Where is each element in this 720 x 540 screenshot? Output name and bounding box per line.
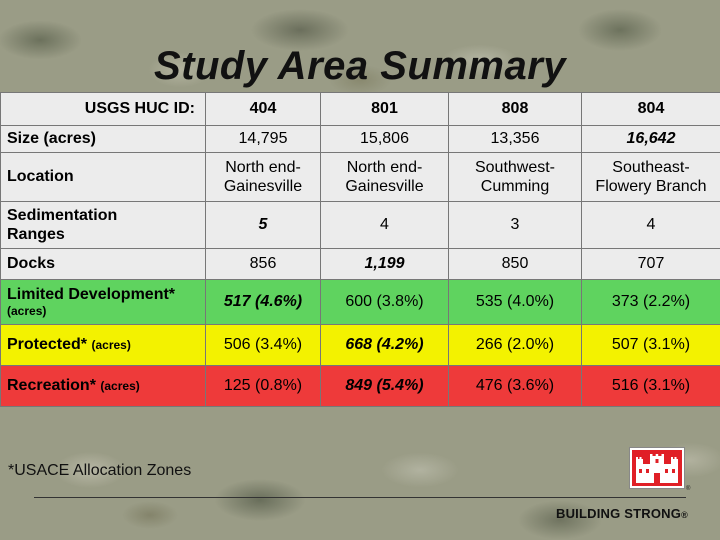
- sedimentation-cell: 4: [581, 201, 720, 249]
- logo-registered-mark: ®: [686, 486, 691, 492]
- size-row: Size (acres) 14,795 15,806 13,356 16,642: [0, 125, 720, 153]
- sedimentation-label: Sedimentation Ranges: [0, 201, 206, 249]
- limited-development-label: Limited Development* (acres): [0, 279, 206, 325]
- recreation-unit: (acres): [100, 379, 140, 394]
- limited-development-title: Limited Development*: [7, 286, 176, 304]
- location-cell: North end- Gainesville: [205, 152, 321, 202]
- usace-castle-logo: [629, 447, 685, 489]
- recreation-cell: 849 (5.4%): [320, 365, 449, 407]
- limited-development-row: Limited Development* (acres) 517 (4.6%) 6…: [0, 279, 720, 325]
- recreation-label: Recreation* (acres): [0, 365, 206, 407]
- location-line: Cumming: [480, 178, 550, 195]
- sedimentation-cell: 3: [448, 201, 582, 249]
- docks-cell: 856: [205, 248, 321, 280]
- header-row: USGS HUC ID: 404 801 808 804: [0, 92, 720, 126]
- location-cell: North end- Gainesville: [320, 152, 449, 202]
- limited-development-cell: 373 (2.2%): [581, 279, 720, 325]
- sedimentation-label-line: Ranges: [7, 226, 65, 243]
- allocation-zones-footnote: *USACE Allocation Zones: [8, 462, 192, 479]
- size-cell: 16,642: [581, 125, 720, 153]
- location-line: Southeast-: [612, 158, 690, 176]
- summary-table: USGS HUC ID: 404 801 808 804 Size (acres…: [0, 92, 720, 407]
- limited-development-cell: 535 (4.0%): [448, 279, 582, 325]
- location-line: North end-: [225, 158, 301, 176]
- size-cell: 15,806: [320, 125, 449, 153]
- location-cell: Southwest- Cumming: [448, 152, 582, 202]
- docks-cell: 1,199: [320, 248, 449, 280]
- protected-label: Protected* (acres): [0, 324, 206, 366]
- registered-mark: ®: [681, 510, 688, 520]
- sedimentation-cell: 4: [320, 201, 449, 249]
- castle-icon: [632, 450, 682, 486]
- protected-unit: (acres): [91, 338, 131, 353]
- recreation-cell: 516 (3.1%): [581, 365, 720, 407]
- footer-divider: [34, 497, 686, 498]
- location-label: Location: [0, 152, 206, 202]
- docks-cell: 850: [448, 248, 582, 280]
- recreation-cell: 125 (0.8%): [205, 365, 321, 407]
- huc-801-header: 801: [320, 92, 449, 126]
- protected-cell: 507 (3.1%): [581, 324, 720, 366]
- protected-cell: 668 (4.2%): [320, 324, 449, 366]
- location-line: Gainesville: [223, 178, 303, 195]
- protected-title: Protected*: [7, 336, 88, 354]
- location-line: Flowery Branch: [595, 178, 707, 195]
- sedimentation-cell: 5: [205, 201, 321, 249]
- location-line: Gainesville: [345, 178, 424, 195]
- size-cell: 13,356: [448, 125, 582, 153]
- recreation-row: Recreation* (acres) 125 (0.8%) 849 (5.4%…: [0, 365, 720, 407]
- huc-id-label: USGS HUC ID:: [0, 92, 206, 126]
- huc-804-header: 804: [581, 92, 720, 126]
- protected-row: Protected* (acres) 506 (3.4%) 668 (4.2%)…: [0, 324, 720, 366]
- location-cell: Southeast- Flowery Branch: [581, 152, 720, 202]
- location-line: North end-: [346, 158, 423, 176]
- docks-cell: 707: [581, 248, 720, 280]
- size-cell: 14,795: [205, 125, 321, 153]
- size-label: Size (acres): [0, 125, 206, 153]
- location-line: Southwest-: [474, 158, 556, 176]
- building-strong-tagline: BUILDING STRONG®: [556, 506, 688, 521]
- limited-development-cell: 517 (4.6%): [205, 279, 321, 325]
- docks-label: Docks: [0, 248, 206, 280]
- limited-development-unit: (acres): [7, 304, 47, 319]
- recreation-cell: 476 (3.6%): [448, 365, 582, 407]
- huc-404-header: 404: [205, 92, 321, 126]
- docks-row: Docks 856 1,199 850 707: [0, 248, 720, 280]
- huc-808-header: 808: [448, 92, 582, 126]
- location-row: Location North end- Gainesville North end…: [0, 152, 720, 202]
- page-title: Study Area Summary: [153, 44, 567, 88]
- protected-cell: 266 (2.0%): [448, 324, 582, 366]
- brand-text: BUILDING STRONG: [556, 506, 682, 521]
- recreation-title: Recreation*: [7, 377, 96, 395]
- protected-cell: 506 (3.4%): [205, 324, 321, 366]
- limited-development-cell: 600 (3.8%): [320, 279, 449, 325]
- sedimentation-row: Sedimentation Ranges 5 4 3 4: [0, 201, 720, 249]
- sedimentation-label-line: Sedimentation: [7, 206, 118, 224]
